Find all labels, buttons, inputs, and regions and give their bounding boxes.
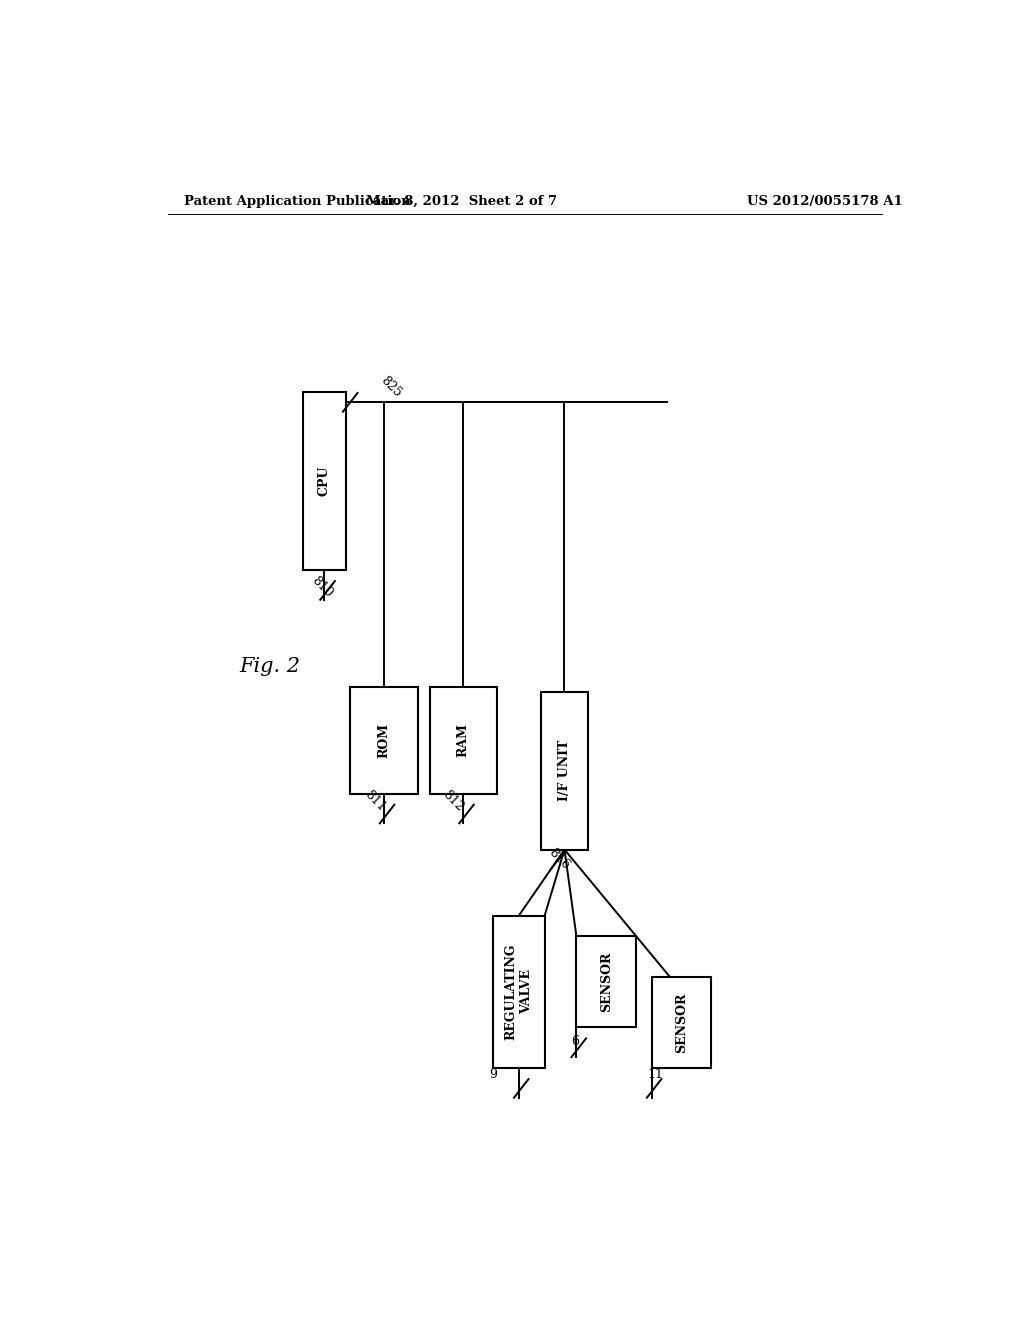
Bar bbox=[430, 686, 497, 793]
Text: Fig. 2: Fig. 2 bbox=[240, 657, 300, 676]
Text: 810: 810 bbox=[309, 574, 335, 601]
Text: RAM: RAM bbox=[457, 723, 470, 758]
Text: Mar. 8, 2012  Sheet 2 of 7: Mar. 8, 2012 Sheet 2 of 7 bbox=[366, 194, 557, 207]
Text: REGULATING
VALVE: REGULATING VALVE bbox=[505, 944, 532, 1040]
Bar bbox=[350, 686, 418, 793]
Text: 812: 812 bbox=[440, 788, 466, 814]
Text: SENSOR: SENSOR bbox=[600, 952, 612, 1012]
Text: 9: 9 bbox=[489, 1068, 497, 1081]
Text: I/F UNIT: I/F UNIT bbox=[558, 741, 571, 801]
Bar bbox=[577, 936, 636, 1027]
Text: US 2012/0055178 A1: US 2012/0055178 A1 bbox=[748, 194, 903, 207]
Text: SENSOR: SENSOR bbox=[675, 993, 688, 1052]
Text: ROM: ROM bbox=[378, 723, 390, 758]
Text: Patent Application Publication: Patent Application Publication bbox=[183, 194, 411, 207]
Bar bbox=[494, 916, 545, 1068]
Text: CPU: CPU bbox=[317, 466, 331, 496]
Text: 825: 825 bbox=[378, 375, 404, 400]
Text: 6: 6 bbox=[570, 1035, 579, 1048]
Bar bbox=[541, 692, 588, 850]
Text: 811: 811 bbox=[362, 788, 388, 814]
Bar bbox=[652, 977, 712, 1068]
Bar bbox=[303, 392, 346, 570]
Text: 11: 11 bbox=[647, 1068, 663, 1081]
Text: 816: 816 bbox=[546, 846, 572, 873]
